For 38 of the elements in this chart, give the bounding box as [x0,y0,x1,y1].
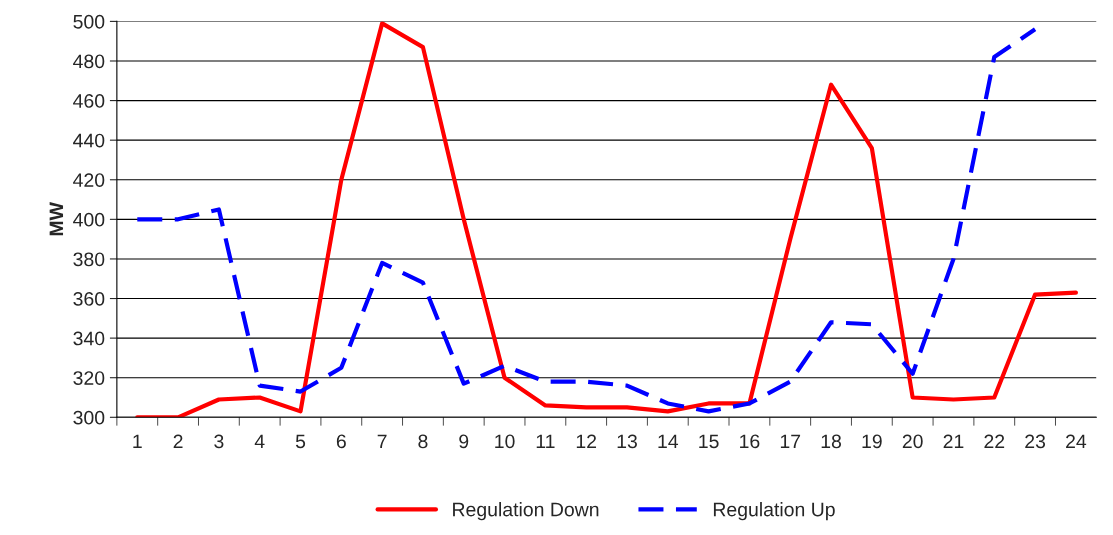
y-tick-label: 400 [73,212,105,227]
x-tick-label: 22 [984,434,1005,449]
y-tick-label: 340 [73,331,105,346]
y-axis-title: MW [49,202,64,236]
y-tick-label: 300 [73,410,105,425]
y-tick-label: 320 [73,371,105,385]
x-tick-label: 14 [658,434,679,449]
x-tick-label: 17 [780,434,801,449]
y-tick-label: 380 [73,252,105,267]
x-tick-label: 12 [576,434,597,449]
x-tick-label: 15 [699,434,719,449]
x-tick-label: 16 [740,434,760,449]
x-tick-label: 20 [902,434,923,449]
y-tick-label: 460 [73,94,105,108]
x-tick-label: 10 [495,434,515,449]
x-tick-label: 6 [336,434,346,449]
legend-label: Regulation Down [453,502,599,521]
x-tick-label: 13 [617,434,637,449]
legend-label: Regulation Up [713,502,835,521]
x-tick-label: 9 [459,434,469,449]
x-tick-label: 19 [862,434,882,449]
x-tick-label: 4 [254,434,265,449]
x-tick-label: 11 [536,434,555,449]
y-tick-label: 360 [73,292,105,306]
x-tick-label: 3 [214,434,224,449]
y-tick-label: 420 [73,173,105,187]
x-tick-label: 2 [173,434,183,449]
x-tick-label: 7 [377,434,387,449]
x-tick-label: 18 [821,434,842,449]
x-tick-label: 5 [295,434,306,449]
x-tick-label: 24 [1066,434,1087,449]
x-tick-label: 8 [418,434,428,449]
x-tick-label: 23 [1025,434,1046,449]
y-tick-label: 440 [73,133,105,148]
x-tick-label: 21 [943,434,964,449]
y-tick-label: 500 [73,14,105,29]
x-tick-label: 1 [133,434,142,449]
y-tick-label: 480 [73,54,105,69]
